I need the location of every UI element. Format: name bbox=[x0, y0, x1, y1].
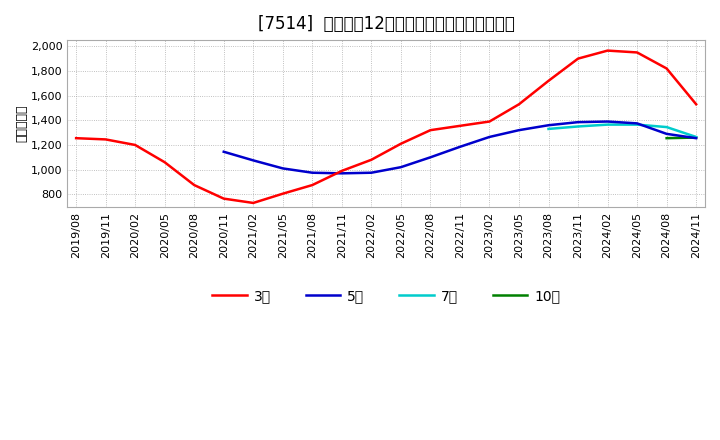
7年 bbox=[574, 124, 582, 129]
3年 bbox=[485, 119, 494, 124]
3年 bbox=[279, 191, 287, 196]
3年 bbox=[102, 137, 110, 142]
3年 bbox=[633, 50, 642, 55]
10年 bbox=[692, 135, 701, 140]
3年 bbox=[72, 136, 81, 141]
5年 bbox=[338, 171, 346, 176]
3年 bbox=[397, 141, 405, 147]
5年 bbox=[662, 131, 671, 136]
5年 bbox=[515, 128, 523, 133]
5年 bbox=[692, 136, 701, 141]
3年 bbox=[515, 102, 523, 107]
7年 bbox=[692, 134, 701, 139]
5年 bbox=[367, 170, 376, 176]
3年 bbox=[544, 78, 553, 84]
10年 bbox=[662, 136, 671, 141]
3年 bbox=[692, 102, 701, 107]
5年 bbox=[633, 121, 642, 126]
3年 bbox=[308, 183, 317, 188]
3年 bbox=[426, 128, 435, 133]
7年 bbox=[603, 122, 612, 127]
5年 bbox=[279, 166, 287, 171]
7年 bbox=[544, 126, 553, 132]
7年 bbox=[662, 125, 671, 130]
5年 bbox=[426, 155, 435, 160]
3年 bbox=[662, 66, 671, 71]
5年 bbox=[220, 149, 228, 154]
5年 bbox=[249, 158, 258, 163]
3年 bbox=[574, 56, 582, 61]
3年 bbox=[367, 157, 376, 162]
3年 bbox=[603, 48, 612, 53]
5年 bbox=[544, 123, 553, 128]
Line: 5年: 5年 bbox=[224, 121, 696, 173]
5年 bbox=[308, 170, 317, 176]
3年 bbox=[338, 168, 346, 173]
Line: 7年: 7年 bbox=[549, 125, 696, 137]
3年 bbox=[456, 123, 464, 128]
7年 bbox=[633, 122, 642, 127]
5年 bbox=[397, 165, 405, 170]
Title: [7514]  経常利益12か月移動合計の平均値の推移: [7514] 経常利益12か月移動合計の平均値の推移 bbox=[258, 15, 515, 33]
3年 bbox=[190, 183, 199, 188]
Line: 3年: 3年 bbox=[76, 51, 696, 203]
3年 bbox=[249, 200, 258, 205]
3年 bbox=[161, 160, 169, 165]
5年 bbox=[485, 134, 494, 139]
5年 bbox=[456, 144, 464, 150]
Legend: 3年, 5年, 7年, 10年: 3年, 5年, 7年, 10年 bbox=[207, 283, 566, 308]
5年 bbox=[603, 119, 612, 124]
3年 bbox=[220, 196, 228, 201]
Y-axis label: （百万円）: （百万円） bbox=[15, 105, 28, 142]
3年 bbox=[131, 142, 140, 147]
5年 bbox=[574, 120, 582, 125]
